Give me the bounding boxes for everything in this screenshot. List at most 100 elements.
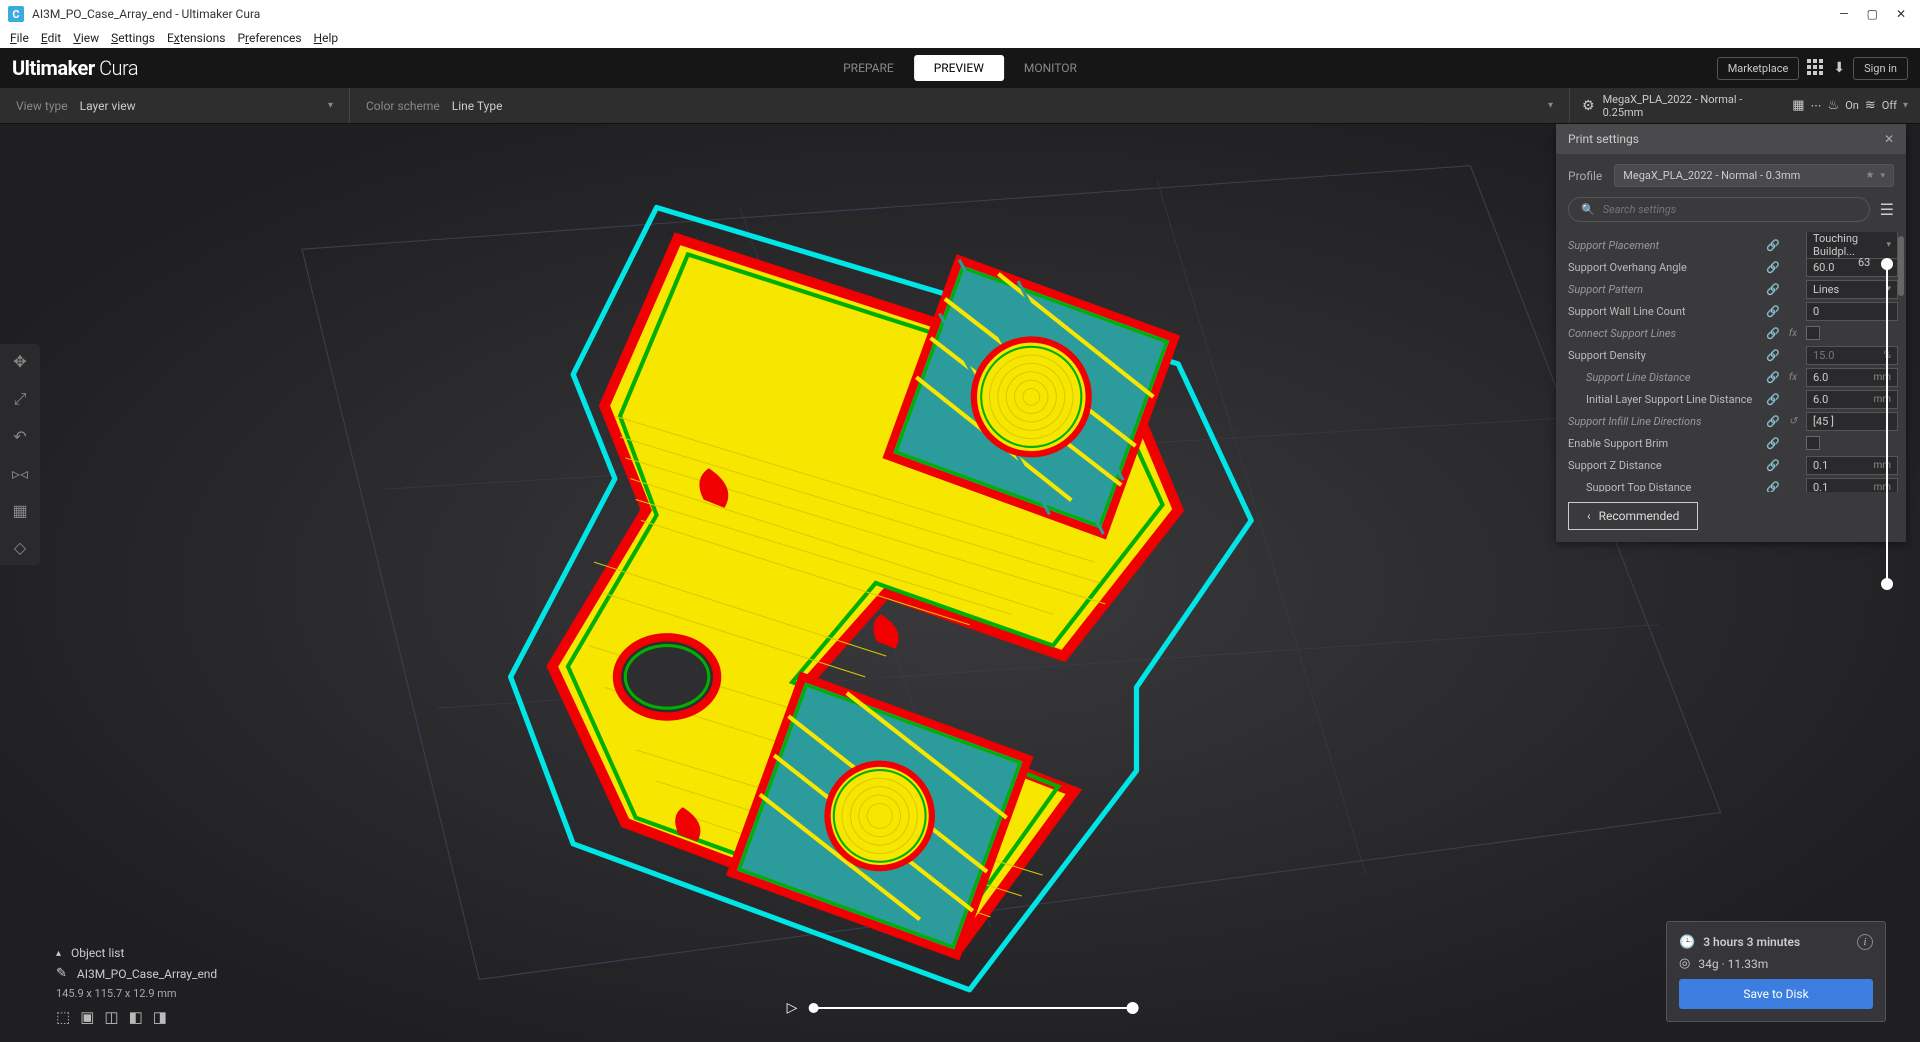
viewtype-dropdown[interactable]: View type Layer view ▾ (0, 88, 350, 123)
layer-slider-bottom-handle[interactable] (1881, 578, 1893, 590)
chevron-down-icon: ▾ (1903, 100, 1908, 111)
menu-help[interactable]: Help (310, 31, 343, 45)
setting-checkbox[interactable] (1806, 436, 1898, 450)
object-name: AI3M_PO_Case_Array_end (77, 967, 217, 981)
setting-row: Enable Support Brim🔗 (1568, 432, 1898, 454)
search-settings-box[interactable]: 🔍 (1568, 197, 1870, 222)
setting-label: Support Infill Line Directions (1568, 415, 1760, 428)
scrollbar[interactable] (1898, 236, 1904, 296)
recommended-button[interactable]: ‹ Recommended (1568, 502, 1698, 530)
support-blocker-tool[interactable]: ◇ (14, 538, 26, 557)
rotate-tool[interactable]: ↶ (13, 427, 26, 446)
search-icon: 🔍 (1581, 203, 1595, 216)
link-icon[interactable]: 🔗 (1766, 261, 1780, 274)
reset-icon[interactable]: ↺ (1786, 416, 1800, 427)
setting-row: Support Placement🔗Touching Buildpl...▾ (1568, 234, 1898, 256)
link-icon[interactable]: 🔗 (1766, 393, 1780, 406)
simulation-slider: ▷ (787, 1000, 1134, 1016)
profile-segment[interactable]: ⚙ MegaX_PLA_2022 - Normal - 0.25mm ▦ ⋯ ♨… (1570, 88, 1920, 123)
close-panel-button[interactable]: ✕ (1884, 132, 1894, 146)
link-icon[interactable]: 🔗 (1766, 481, 1780, 493)
setting-input[interactable]: 0.1mm (1806, 478, 1898, 493)
view-right-icon[interactable]: ◨ (153, 1008, 167, 1026)
setting-label: Connect Support Lines (1568, 327, 1760, 340)
setting-label: Support Placement (1568, 239, 1760, 252)
sim-handle-right[interactable] (1126, 1002, 1138, 1014)
fx-icon[interactable]: fx (1786, 372, 1800, 383)
maximize-button[interactable]: ▢ (1867, 7, 1878, 21)
setting-row: Support Line Distance🔗fx6.0mm (1568, 366, 1898, 388)
view-left-icon[interactable]: ◧ (129, 1008, 143, 1026)
object-list: ▴ Object list ✎ AI3M_PO_Case_Array_end 1… (56, 946, 217, 1026)
sim-handle-left[interactable] (808, 1003, 818, 1013)
setting-input[interactable]: 0 (1806, 302, 1898, 321)
setting-row: Connect Support Lines 🔗 fx (1568, 322, 1898, 344)
menu-view[interactable]: View (69, 31, 103, 45)
window-title: AI3M_PO_Case_Array_end - Ultimaker Cura (32, 7, 260, 21)
menu-edit[interactable]: Edit (37, 31, 65, 45)
colorscheme-dropdown[interactable]: Color scheme Line Type ▾ (350, 88, 1570, 123)
marketplace-button[interactable]: Marketplace (1717, 57, 1800, 80)
setting-combo[interactable]: Lines▾ (1806, 280, 1898, 299)
link-icon[interactable]: 🔗 (1766, 371, 1780, 384)
link-icon[interactable]: 🔗 (1766, 437, 1780, 450)
chevron-left-icon: ‹ (1587, 509, 1591, 523)
download-icon[interactable]: ⬇ (1833, 60, 1845, 76)
signin-button[interactable]: Sign in (1853, 57, 1908, 80)
settings-menu-icon[interactable]: ☰ (1880, 200, 1894, 219)
setting-input[interactable]: [45 ] (1806, 412, 1898, 431)
scale-tool[interactable]: ⤢ (14, 389, 27, 409)
view-3d-icon[interactable]: ⬚ (56, 1008, 70, 1026)
sliders-icon: ⚙ (1582, 98, 1595, 114)
menu-preferences[interactable]: Preferences (233, 31, 305, 45)
setting-input[interactable]: 6.0mm (1806, 368, 1898, 387)
setting-input[interactable]: 0.1mm (1806, 456, 1898, 475)
link-icon[interactable]: 🔗 (1766, 283, 1780, 296)
view-front-icon[interactable]: ▣ (80, 1008, 94, 1026)
viewtype-value: Layer view (80, 99, 136, 113)
link-icon[interactable]: 🔗 (1766, 327, 1780, 340)
layer-slider-top-handle[interactable] (1881, 258, 1893, 270)
object-list-heading: Object list (71, 946, 124, 960)
viewtype-label: View type (16, 99, 68, 113)
info-button[interactable]: i (1857, 934, 1873, 950)
object-list-item[interactable]: ✎ AI3M_PO_Case_Array_end (56, 966, 217, 981)
play-button[interactable]: ▷ (787, 1000, 798, 1016)
setting-input[interactable]: 15.0% (1806, 346, 1898, 365)
close-window-button[interactable]: ✕ (1896, 7, 1906, 21)
tab-prepare[interactable]: PREPARE (823, 55, 914, 81)
setting-row: Initial Layer Support Line Distance🔗6.0m… (1568, 388, 1898, 410)
link-icon[interactable]: 🔗 (1766, 459, 1780, 472)
tab-monitor[interactable]: MONITOR (1004, 55, 1097, 81)
mesh-tool[interactable]: ▦ (12, 501, 27, 520)
minimize-button[interactable]: — (1839, 7, 1848, 21)
apps-icon[interactable] (1807, 59, 1825, 77)
setting-input[interactable]: 6.0mm (1806, 390, 1898, 409)
main-viewport: ✥ ⤢ ↶ ▹◃ ▦ ◇ (0, 124, 1920, 1042)
object-list-header[interactable]: ▴ Object list (56, 946, 217, 960)
link-icon[interactable]: 🔗 (1766, 415, 1780, 428)
mirror-tool[interactable]: ▹◃ (12, 464, 28, 483)
simulation-track[interactable] (813, 1007, 1133, 1009)
save-to-disk-button[interactable]: Save to Disk (1679, 979, 1873, 1009)
profile-dropdown[interactable]: MegaX_PLA_2022 - Normal - 0.3mm ★ ▾ (1614, 164, 1894, 187)
link-icon[interactable]: 🔗 (1766, 349, 1780, 362)
layer-slider[interactable]: 63 (1886, 264, 1888, 584)
material-estimate: 34g · 11.33m (1698, 957, 1768, 971)
setting-checkbox[interactable] (1806, 326, 1898, 340)
menu-extensions[interactable]: Extensions (163, 31, 229, 45)
link-icon[interactable]: 🔗 (1766, 305, 1780, 318)
view-top-icon[interactable]: ◫ (104, 1008, 118, 1026)
tab-preview[interactable]: PREVIEW (914, 55, 1004, 81)
infill-icon: ▦ (1792, 98, 1804, 113)
panel-title: Print settings (1568, 132, 1639, 146)
search-input[interactable] (1603, 203, 1857, 216)
setting-row: Support Z Distance🔗0.1mm (1568, 454, 1898, 476)
menu-settings[interactable]: Settings (107, 31, 159, 45)
fx-icon[interactable]: fx (1786, 328, 1800, 339)
move-tool[interactable]: ✥ (13, 352, 26, 371)
profile-label: Profile (1568, 169, 1602, 183)
link-icon[interactable]: 🔗 (1766, 239, 1780, 252)
menu-file[interactable]: File (6, 31, 33, 45)
camera-view-icons: ⬚ ▣ ◫ ◧ ◨ (56, 1008, 217, 1026)
